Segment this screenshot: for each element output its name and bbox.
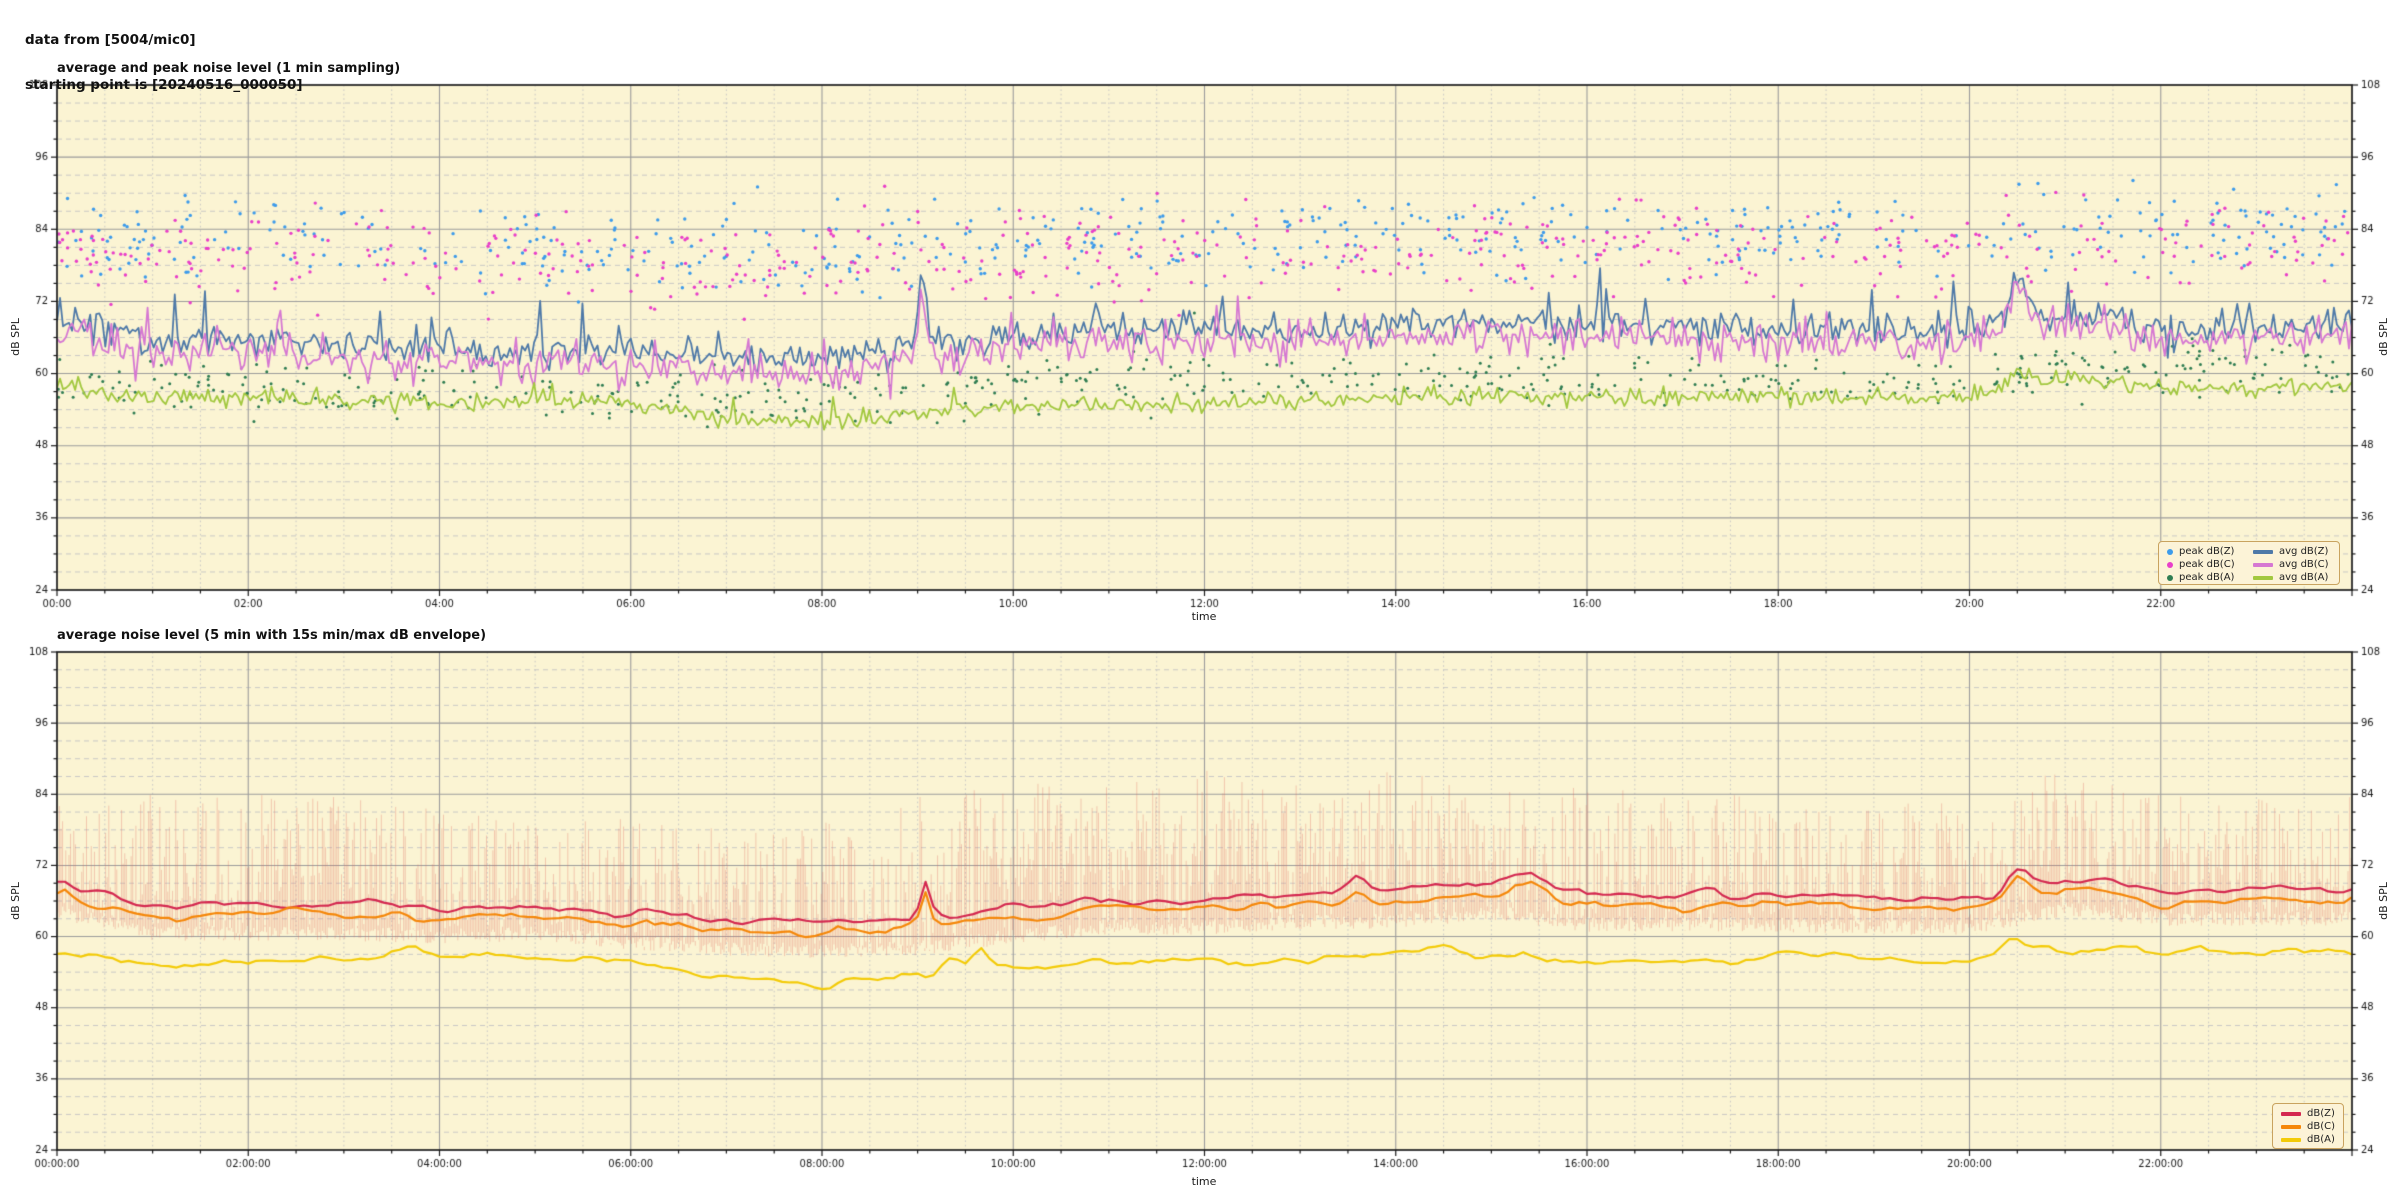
header: data from [5004/mic0] starting point is … — [25, 3, 303, 123]
dbc-line-icon — [2281, 1124, 2301, 1129]
legend-entry: dB(Z) — [2281, 1107, 2335, 1120]
dba-line-icon — [2281, 1137, 2301, 1142]
legend-entry: peak dB(Z) — [2167, 545, 2237, 558]
header-line-2: starting point is [20240516_000050] — [25, 77, 303, 93]
chart2-y-axis-label-left: dB SPL — [9, 882, 22, 920]
chart2-title: average noise level (5 min with 15s min/… — [57, 628, 487, 643]
legend-label: dB(C) — [2307, 1121, 2335, 1132]
dbz-line-icon — [2281, 1111, 2301, 1116]
chart1-x-axis-label: time — [1191, 610, 1217, 623]
peak-dbz-marker-icon — [2167, 548, 2173, 555]
legend-label: dB(A) — [2307, 1134, 2335, 1145]
legend-entry: avg dB(Z) — [2253, 545, 2331, 558]
legend-entry: dB(A) — [2281, 1133, 2335, 1146]
legend-entry: peak dB(A) — [2167, 571, 2237, 584]
header-line-1: data from [5004/mic0] — [25, 32, 196, 48]
chart2-y-axis-label-right: dB SPL — [2377, 882, 2390, 920]
peak-dba-marker-icon — [2167, 574, 2173, 581]
chart2-x-axis-label: time — [1191, 1175, 1217, 1188]
legend-label: avg dB(Z) — [2279, 546, 2329, 557]
legend-label: peak dB(Z) — [2179, 546, 2235, 557]
avg-dba-line-icon — [2253, 575, 2273, 580]
legend-label: dB(Z) — [2307, 1108, 2335, 1119]
legend-label: peak dB(A) — [2179, 572, 2235, 583]
chart1-y-axis-label-left: dB SPL — [9, 318, 22, 356]
legend-entry: peak dB(C) — [2167, 558, 2237, 571]
chart1-y-axis-label-right: dB SPL — [2377, 318, 2390, 356]
chart2-legend: dB(Z) dB(C) dB(A) — [2272, 1103, 2344, 1149]
chart1-legend: peak dB(Z) avg dB(Z) peak dB(C) avg dB(C… — [2158, 541, 2340, 585]
legend-entry: dB(C) — [2281, 1120, 2335, 1133]
legend-label: avg dB(A) — [2279, 572, 2329, 583]
legend-label: avg dB(C) — [2279, 559, 2329, 570]
peak-dbc-marker-icon — [2167, 561, 2173, 568]
legend-entry: avg dB(C) — [2253, 558, 2331, 571]
avg-dbc-line-icon — [2253, 562, 2273, 567]
legend-entry: avg dB(A) — [2253, 571, 2331, 584]
avg-dbz-line-icon — [2253, 549, 2273, 554]
chart1-title: average and peak noise level (1 min samp… — [57, 61, 401, 76]
legend-label: peak dB(C) — [2179, 559, 2235, 570]
